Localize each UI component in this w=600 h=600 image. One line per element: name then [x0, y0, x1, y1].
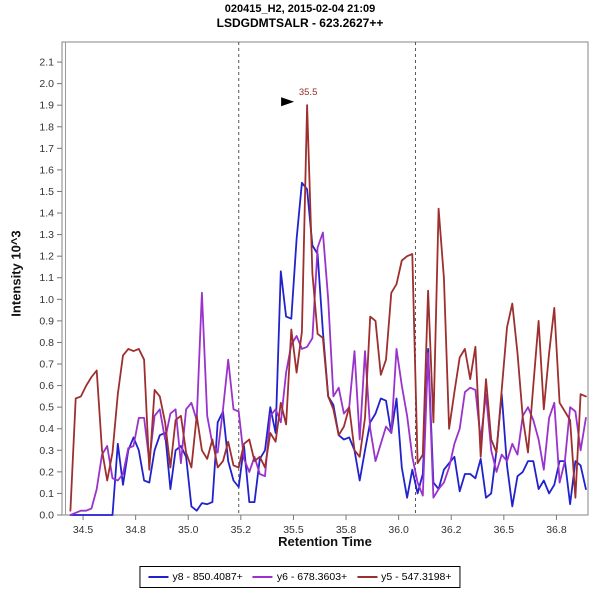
y-tick-label: 0.2: [39, 466, 54, 478]
y-tick-label: 0.0: [39, 510, 54, 522]
legend-item-y5[interactable]: y5 - 547.3198+: [357, 571, 452, 583]
x-tick-label: 35.5: [283, 524, 304, 536]
x-tick-label: 34.8: [125, 524, 146, 536]
y-tick-label: 1.4: [39, 208, 54, 220]
y-tick-label: 1.0: [39, 294, 54, 306]
y-tick-label: 0.1: [39, 488, 54, 500]
y-tick-label: 2.1: [39, 57, 54, 69]
y-tick-label: 1.3: [39, 229, 54, 241]
y-tick-label: 0.8: [39, 337, 54, 349]
peak-rt-annotation[interactable]: 35.5: [299, 87, 318, 98]
x-axis-title: Retention Time: [278, 534, 372, 549]
legend-label-y6: y6 - 678.3603+: [276, 571, 348, 583]
legend-item-y6[interactable]: y6 - 678.3603+: [252, 571, 348, 583]
y-axis-title: Intensity 10^3: [8, 230, 24, 317]
legend: y8 - 850.4087+ y6 - 678.3603+ y5 - 547.3…: [139, 566, 461, 588]
y-tick-label: 1.1: [39, 272, 54, 284]
x-tick-label: 34.5: [73, 524, 94, 536]
series-y6-swatch-icon: [252, 575, 273, 579]
y-tick-label: 0.7: [39, 359, 54, 371]
chart-title-replicate: 020415_H2, 2015-02-04 21:09: [224, 3, 376, 15]
series-line-y6: [69, 231, 587, 516]
y-tick-label: 1.8: [39, 121, 54, 133]
x-tick-label: 35.0: [178, 524, 199, 536]
y-tick-label: 1.2: [39, 251, 54, 263]
y-tick-label: 0.5: [39, 402, 54, 414]
legend-label-y8: y8 - 850.4087+: [172, 571, 243, 583]
x-tick-label: 35.2: [231, 524, 252, 536]
y-tick-label: 1.6: [39, 164, 54, 176]
series-y5-swatch-icon: [357, 575, 378, 579]
y-tick-label: 0.3: [39, 445, 54, 457]
y-tick-label: 0.6: [39, 380, 54, 392]
legend-item-y8[interactable]: y8 - 850.4087+: [148, 571, 243, 583]
y-tick-label: 1.5: [39, 186, 54, 198]
x-tick-label: 36.5: [494, 524, 515, 536]
series-line-y5: [69, 104, 587, 512]
y-tick-label: 1.9: [39, 100, 54, 112]
series-line-y8: [69, 181, 587, 516]
chart-title-block: 020415_H2, 2015-02-04 21:09 LSDGDMTSALR …: [0, 3, 600, 30]
x-tick-label: 36.2: [441, 524, 462, 536]
series-y8-swatch-icon: [148, 575, 169, 579]
y-tick-label: 2.0: [39, 78, 54, 90]
chart-title-peptide: LSDGDMTSALR - 623.2627++: [216, 16, 384, 30]
x-tick-label: 36.0: [388, 524, 409, 536]
legend-label-y5: y5 - 547.3198+: [381, 571, 452, 583]
x-tick-label: 35.8: [336, 524, 357, 536]
peak-pointer-arrow-icon: [281, 97, 295, 107]
y-tick-label: 1.7: [39, 143, 54, 155]
y-tick-label: 0.4: [39, 423, 54, 435]
y-tick-label: 0.9: [39, 315, 54, 327]
plot-border: [61, 41, 589, 516]
x-tick-label: 36.8: [546, 524, 567, 536]
